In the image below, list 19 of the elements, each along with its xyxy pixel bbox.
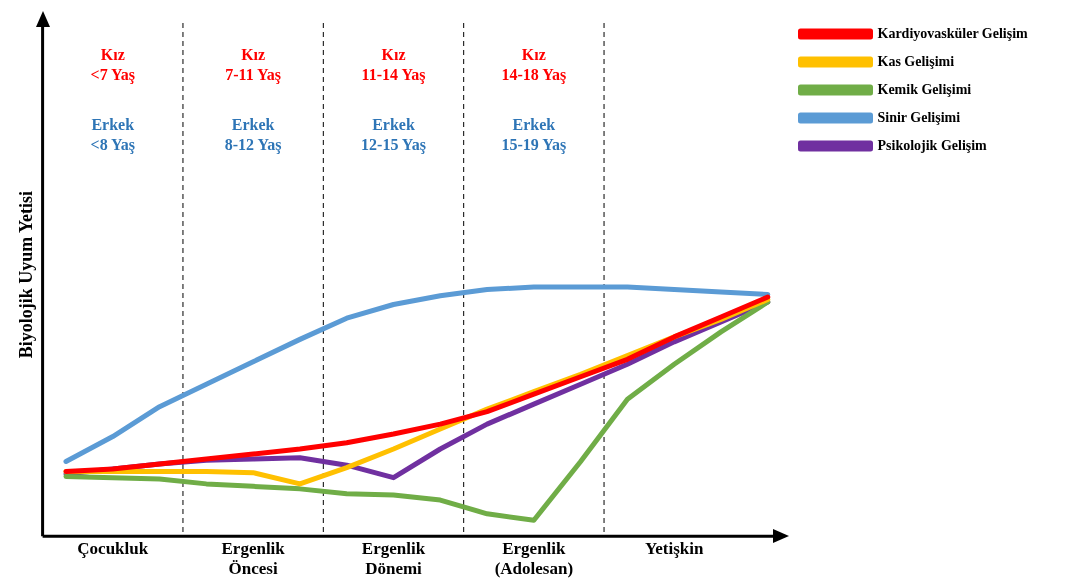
- text: Kız 7-11 Yaş: [225, 46, 282, 85]
- legend-label: Kas Gelişimi: [877, 53, 955, 69]
- text: Erkek 15-19 Yaş: [501, 116, 567, 155]
- legend-label: Sinir Gelişimi: [877, 109, 961, 125]
- text: Erkek 8-12 Yaş: [224, 116, 282, 155]
- text: Kız 14-18 Yaş: [501, 46, 567, 85]
- legend-label: Kemik Gelişimi: [877, 81, 972, 97]
- legend-label: Kardiyovasküler Gelişim: [877, 25, 1029, 41]
- y-axis-title: Biyolojik Uyum Yetisi: [16, 190, 37, 359]
- text: Kız 11-14 Yaş: [361, 46, 426, 85]
- x-tick-label: Ergenlik Dönemi: [361, 538, 426, 579]
- text: Erkek <8 Yaş: [90, 116, 136, 155]
- legend-label: Psikolojik Gelişim: [877, 137, 988, 153]
- x-tick-label: Çocukluk: [77, 538, 149, 558]
- x-tick-label: Ergenlik (Adolesan): [494, 538, 574, 579]
- x-tick-label: Yetişkin: [644, 538, 705, 558]
- text: Erkek 12-15 Yaş: [361, 116, 426, 155]
- text: Kız <7 Yaş: [90, 46, 136, 85]
- x-tick-label: Ergenlik Öncesi: [221, 538, 286, 579]
